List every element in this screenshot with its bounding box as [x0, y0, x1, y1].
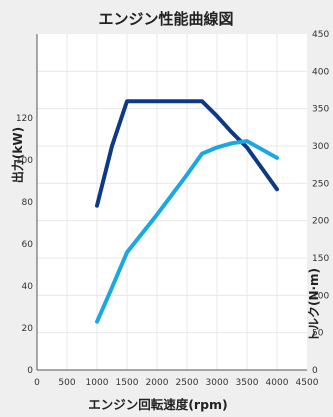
x-tick-label: 0	[34, 378, 40, 388]
x-tick-label: 3000	[206, 378, 229, 388]
y-left-tick-label: 120	[16, 114, 33, 124]
x-tick-label: 500	[58, 378, 75, 388]
y-left-tick-label: 100	[16, 156, 33, 166]
y-right-tick-label: 350	[312, 105, 329, 115]
y-right-tick-label: 100	[312, 291, 329, 301]
grid	[37, 34, 307, 370]
chart-title: エンジン性能曲線図	[98, 10, 233, 28]
x-tick-label: 1000	[86, 378, 109, 388]
x-tick-label: 1500	[116, 378, 139, 388]
x-axis-title: エンジン回転速度(rpm)	[88, 397, 228, 412]
axes: 0 500 1000 1500 2000 2500 3000 3500 4000 45000204…	[16, 30, 330, 388]
x-tick-label: 2000	[146, 378, 169, 388]
plot-area	[37, 34, 307, 370]
y-right-tick-label: 250	[312, 179, 329, 189]
y-left-tick-label: 20	[22, 324, 34, 334]
y-right-tick-label: 50	[312, 329, 324, 339]
y-right-tick-label: 150	[312, 254, 329, 264]
y-right-axis-title: トルク(N·m)	[307, 268, 321, 342]
y-left-axis-title: 出力(kW)	[10, 127, 25, 183]
y-right-tick-label: 0	[312, 366, 318, 376]
power-series-line	[95, 139, 279, 324]
torque-series-line	[95, 99, 279, 208]
x-tick-label: 4500	[296, 378, 319, 388]
y-left-tick-label: 80	[22, 198, 34, 208]
y-right-tick-label: 400	[312, 67, 329, 77]
x-tick-label: 2500	[176, 378, 199, 388]
y-right-tick-label: 450	[312, 30, 329, 40]
y-left-tick-label: 40	[22, 282, 34, 292]
x-tick-label: 3500	[236, 378, 259, 388]
y-right-tick-label: 300	[312, 142, 329, 152]
y-left-tick-label: 60	[22, 240, 34, 250]
series	[95, 99, 279, 324]
labels: エンジン性能曲線図 エンジン回転速度(rpm) 出力(kW) トルク(N·m)	[10, 10, 321, 412]
y-left-tick-label: 0	[27, 366, 33, 376]
x-tick-label: 4000	[266, 378, 289, 388]
y-right-tick-label: 200	[312, 217, 329, 227]
